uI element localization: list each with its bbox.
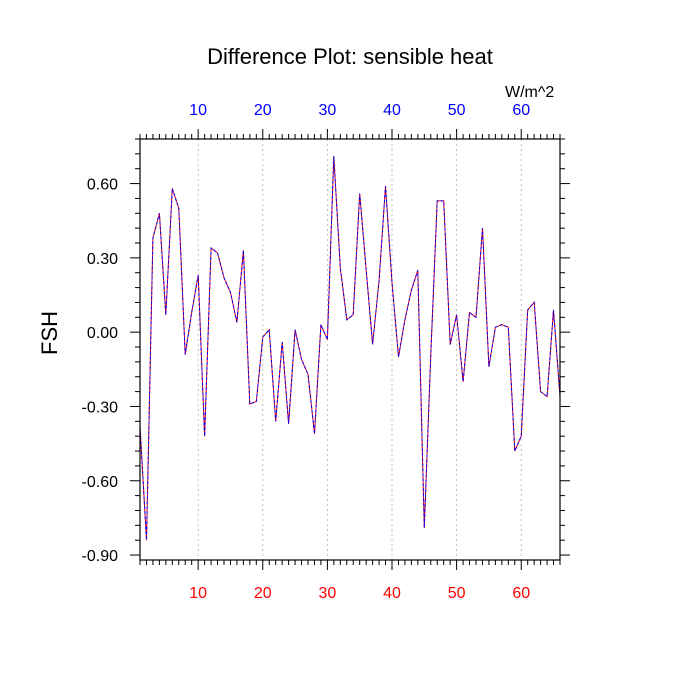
x-tick-label-bottom: 50 (448, 585, 466, 602)
x-tick-label-top: 20 (254, 102, 272, 119)
x-tick-label-bottom: 60 (512, 585, 530, 602)
plot-frame (139, 138, 561, 561)
y-tick-label: -0.30 (82, 399, 119, 416)
tick-labels: 0.60 0.30 0.00 -0.30 -0.60 -0.90 10 10 20 20 30 30 4… (82, 102, 531, 602)
x-tick-label-top: 10 (189, 102, 207, 119)
x-tick-label-top: 40 (383, 102, 401, 119)
x-tick-label-bottom: 40 (383, 585, 401, 602)
axis-ticks (130, 129, 570, 570)
series-line-red (139, 156, 561, 541)
x-tick-label-bottom: 10 (189, 585, 207, 602)
y-tick-label: -0.60 (82, 474, 119, 491)
grid-lines (197, 139, 522, 560)
data-lines (139, 156, 561, 541)
x-tick-label-top: 60 (512, 102, 530, 119)
x-tick-label-bottom: 30 (318, 585, 336, 602)
y-tick-label: 0.00 (87, 325, 118, 342)
y-tick-label: 0.60 (87, 177, 118, 194)
chart-title: Difference Plot: sensible heat (207, 44, 493, 69)
series-line-blue (139, 156, 561, 541)
y-tick-label: 0.30 (87, 251, 118, 268)
x-tick-label-bottom: 20 (254, 585, 272, 602)
y-tick-label: -0.90 (82, 548, 119, 565)
x-tick-label-top: 30 (318, 102, 336, 119)
x-tick-label-top: 50 (448, 102, 466, 119)
units-label: W/m^2 (505, 84, 555, 101)
